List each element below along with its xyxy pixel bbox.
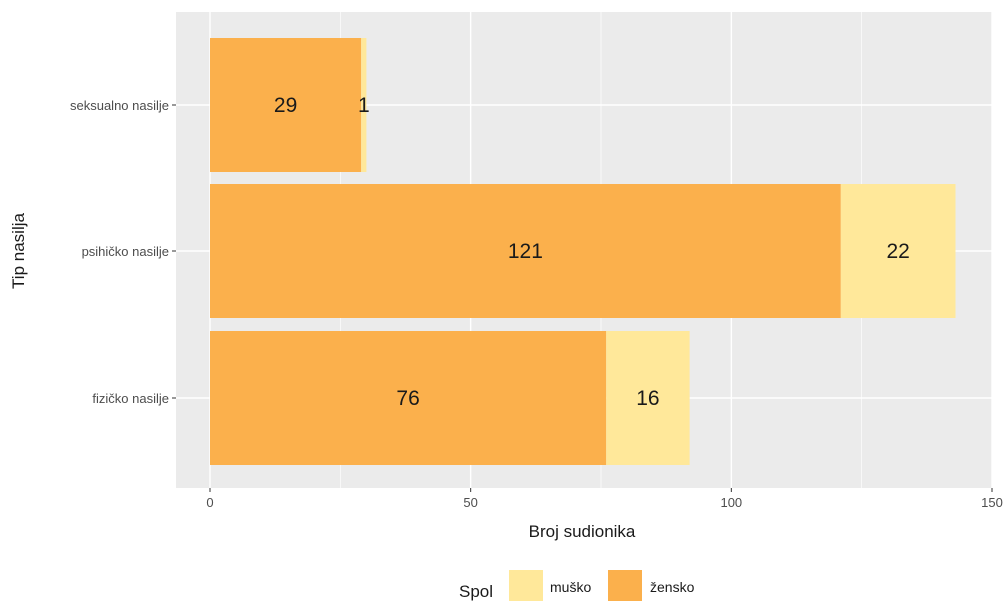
legend-item-label: muško — [550, 579, 591, 595]
bar-zensko — [210, 331, 607, 465]
y-tick-label: seksualno nasilje — [70, 98, 169, 113]
bar-value-label: 1 — [358, 94, 370, 117]
bar-value-label: 76 — [396, 387, 419, 410]
bar-value-label: 22 — [886, 240, 909, 263]
bar-musko — [840, 184, 956, 318]
legend-key — [608, 570, 642, 601]
y-tick-label: psihičko nasilje — [82, 244, 169, 259]
legend-title: Spol — [459, 582, 493, 601]
legend-item-label: žensko — [650, 579, 695, 595]
x-tick-label: 100 — [720, 495, 742, 510]
axes: 0 50 100 150 seksualno nasilje psihičko nasil… — [70, 98, 1003, 510]
y-axis-title: Tip nasilja — [9, 213, 28, 289]
legend: Spol muško žensko — [459, 570, 695, 601]
x-tick-label: 0 — [206, 495, 213, 510]
bar-musko — [606, 331, 690, 465]
bars — [210, 38, 956, 465]
bar-value-label: 29 — [274, 94, 297, 117]
bar-zensko — [210, 38, 362, 172]
x-tick-label: 150 — [981, 495, 1003, 510]
bar-labels: 29 1 121 22 76 16 — [274, 94, 910, 410]
legend-key — [509, 570, 543, 601]
x-axis-title: Broj sudionika — [529, 522, 636, 541]
x-tick-label: 50 — [463, 495, 477, 510]
bar-value-label: 121 — [508, 240, 543, 263]
y-tick-label: fizičko nasilje — [92, 391, 169, 406]
bar-zensko — [210, 184, 841, 318]
bar-musko — [361, 38, 367, 172]
bar-value-label: 16 — [636, 387, 659, 410]
